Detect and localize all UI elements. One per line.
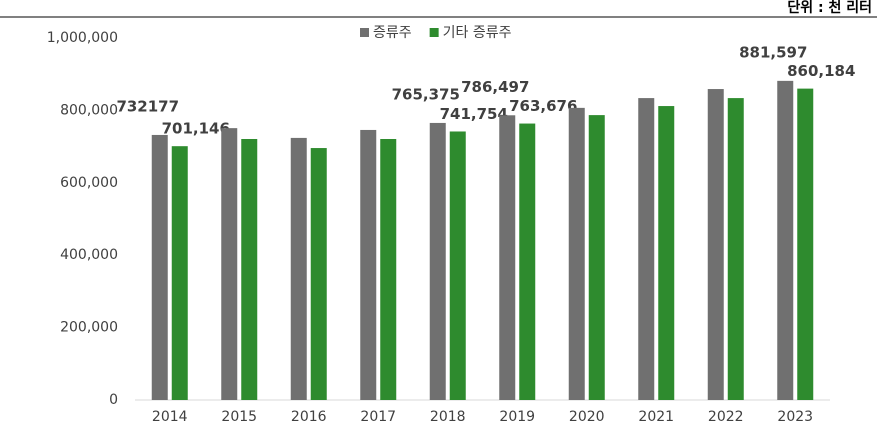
value-label: 741,754 — [440, 105, 508, 123]
legend-label: 증류주 — [373, 25, 412, 41]
bar — [638, 98, 655, 400]
bar — [777, 80, 794, 401]
value-label: 765,375 — [392, 85, 460, 103]
bar — [727, 98, 744, 400]
bar — [290, 137, 307, 401]
bar — [221, 128, 238, 400]
x-tick-label: 2019 — [499, 409, 535, 425]
bar — [658, 106, 675, 400]
value-label: 786,497 — [461, 78, 529, 96]
x-tick-label: 2018 — [430, 409, 466, 425]
y-tick-label: 1,000,000 — [47, 30, 118, 46]
legend-swatch — [360, 28, 369, 37]
x-tick-label: 2022 — [708, 409, 744, 425]
x-tick-label: 2015 — [221, 409, 257, 425]
y-tick-label: 200,000 — [60, 320, 118, 336]
bar — [449, 131, 466, 400]
x-tick-label: 2017 — [360, 409, 396, 425]
x-tick-label: 2016 — [291, 409, 327, 425]
x-tick-label: 2021 — [638, 409, 674, 425]
value-label: 701,146 — [162, 120, 230, 138]
x-tick-label: 2023 — [777, 409, 813, 425]
bar — [588, 115, 605, 400]
bar — [429, 122, 446, 400]
x-tick-label: 2020 — [569, 409, 605, 425]
bar — [380, 138, 397, 401]
bar — [707, 89, 724, 401]
x-tick-label: 2014 — [152, 409, 188, 425]
bar — [797, 88, 814, 400]
y-tick-label: 400,000 — [60, 247, 118, 263]
y-tick-label: 600,000 — [60, 175, 118, 191]
value-label: 881,597 — [739, 43, 807, 61]
value-label: 732177 — [116, 97, 179, 115]
bar — [499, 115, 516, 400]
unit-label: 단위 : 천 리터 — [787, 0, 872, 16]
bar — [151, 134, 168, 401]
bar — [568, 107, 585, 400]
legend-label: 기타 증류주 — [443, 25, 512, 41]
bar — [241, 138, 258, 401]
bar — [171, 146, 188, 400]
y-tick-label: 0 — [109, 392, 118, 408]
bar — [310, 148, 327, 400]
y-tick-label: 800,000 — [60, 102, 118, 118]
value-label: 860,184 — [787, 62, 855, 80]
bar — [519, 123, 536, 400]
legend-swatch — [429, 28, 439, 37]
bar — [360, 129, 377, 400]
value-label: 763,676 — [509, 97, 577, 115]
